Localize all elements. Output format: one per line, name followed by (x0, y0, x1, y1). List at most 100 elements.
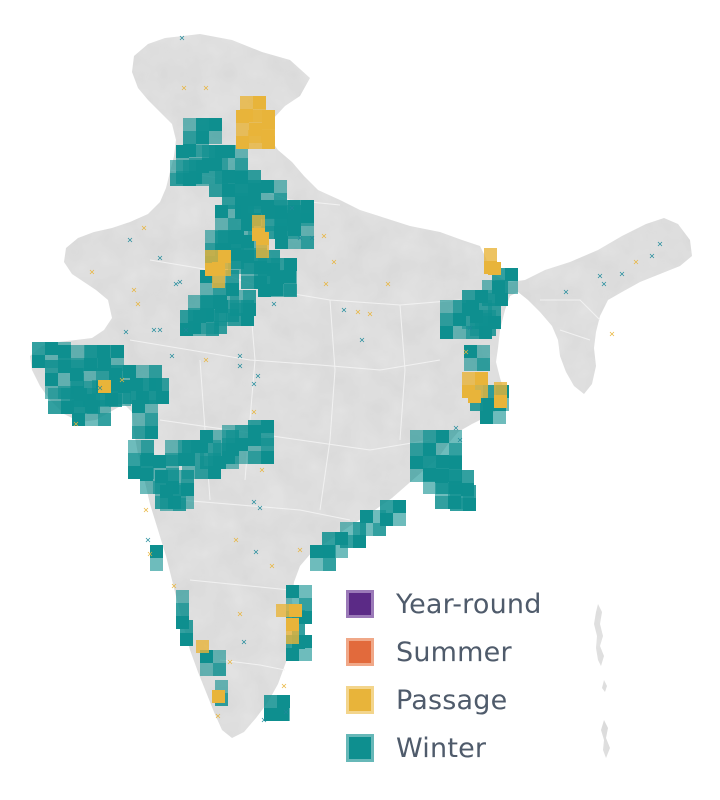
winter-cell (58, 360, 71, 373)
winter-cell (222, 438, 235, 451)
passage-record-marker: × (141, 224, 148, 233)
winter-record-marker: × (253, 548, 260, 557)
winter-cell (140, 455, 153, 468)
winter-cell (196, 118, 209, 131)
passage-record-marker: × (463, 348, 470, 357)
winter-cell (243, 290, 256, 303)
winter-cell (423, 468, 436, 481)
winter-cell (283, 270, 296, 283)
winter-cell (228, 205, 241, 218)
winter-cell (222, 145, 235, 158)
passage-record-marker: × (321, 232, 328, 241)
winter-cell (132, 400, 145, 413)
legend-item-passage: Passage (346, 676, 586, 724)
passage-cell (286, 618, 299, 631)
winter-cell (200, 650, 213, 663)
winter-cell (261, 451, 274, 464)
winter-cell (235, 170, 248, 183)
passage-cell (249, 110, 262, 123)
passage-record-marker: × (281, 682, 288, 691)
winter-cell (110, 378, 123, 391)
winter-cell (136, 365, 149, 378)
winter-record-marker: × (179, 34, 186, 43)
winter-cell (322, 532, 335, 545)
winter-cell (183, 118, 196, 131)
winter-cell (410, 430, 423, 443)
winter-cell (301, 236, 314, 249)
passage-cell (276, 604, 289, 617)
winter-cell (323, 545, 336, 558)
winter-record-marker: × (97, 384, 104, 393)
winter-cell (299, 648, 312, 661)
passage-cell (218, 250, 231, 263)
passage-record-marker: × (119, 376, 126, 385)
winter-cell (435, 483, 448, 496)
winter-cell (241, 313, 254, 326)
winter-cell (373, 510, 386, 523)
winter-cell (58, 345, 71, 358)
winter-record-marker: × (237, 352, 244, 361)
winter-cell (301, 213, 314, 226)
winter-cell (258, 258, 271, 271)
winter-cell (45, 360, 58, 373)
winter-cell (235, 180, 248, 193)
winter-cell (228, 248, 241, 261)
winter-cell (176, 590, 189, 603)
winter-cell (440, 326, 453, 339)
winter-cell (248, 433, 261, 446)
passage-cell (248, 130, 261, 143)
winter-cell (271, 258, 284, 271)
winter-record-marker: × (257, 504, 264, 513)
winter-cell (464, 345, 477, 358)
winter-cell (261, 180, 274, 193)
winter-cell (215, 300, 228, 313)
passage-cell (196, 640, 209, 653)
winter-cell (323, 558, 336, 571)
passage-record-marker: × (331, 258, 338, 267)
winter-record-marker: × (597, 272, 604, 281)
winter-cell (393, 500, 406, 513)
winter-cell (286, 585, 299, 598)
winter-cell (450, 498, 463, 511)
winter-cell (301, 200, 314, 213)
winter-swatch (346, 734, 374, 762)
winter-cell (170, 173, 183, 186)
winter-cell (480, 398, 493, 411)
winter-cell (310, 545, 323, 558)
winter-record-marker: × (157, 254, 164, 263)
passage-cell (236, 136, 249, 149)
passage-record-marker: × (233, 536, 240, 545)
winter-cell (155, 470, 168, 483)
winter-cell (188, 295, 201, 308)
winter-cell (205, 230, 218, 243)
winter-cell (195, 466, 208, 479)
winter-cell (98, 345, 111, 358)
winter-cell (353, 535, 366, 548)
winter-cell (196, 173, 209, 186)
winter-cell (143, 378, 156, 391)
winter-cell (200, 283, 213, 296)
winter-cell (270, 270, 283, 283)
winter-cell (128, 466, 141, 479)
winter-cell (248, 451, 261, 464)
winter-cell (183, 131, 196, 144)
winter-record-marker: × (457, 436, 464, 445)
winter-cell (132, 426, 145, 439)
winter-cell (353, 522, 366, 535)
winter-cell (505, 281, 518, 294)
winter-cell (215, 205, 228, 218)
winter-cell (480, 411, 493, 424)
winter-cell (156, 378, 169, 391)
winter-cell (213, 650, 226, 663)
winter-cell (196, 131, 209, 144)
year-round-swatch (346, 590, 374, 618)
winter-cell (436, 430, 449, 443)
winter-cell (248, 420, 261, 433)
winter-cell (176, 603, 189, 616)
passage-record-marker: × (203, 356, 210, 365)
passage-cell (236, 110, 249, 123)
winter-cell (189, 145, 202, 158)
passage-record-marker: × (237, 610, 244, 619)
winter-record-marker: × (255, 372, 262, 381)
winter-cell (180, 310, 193, 323)
